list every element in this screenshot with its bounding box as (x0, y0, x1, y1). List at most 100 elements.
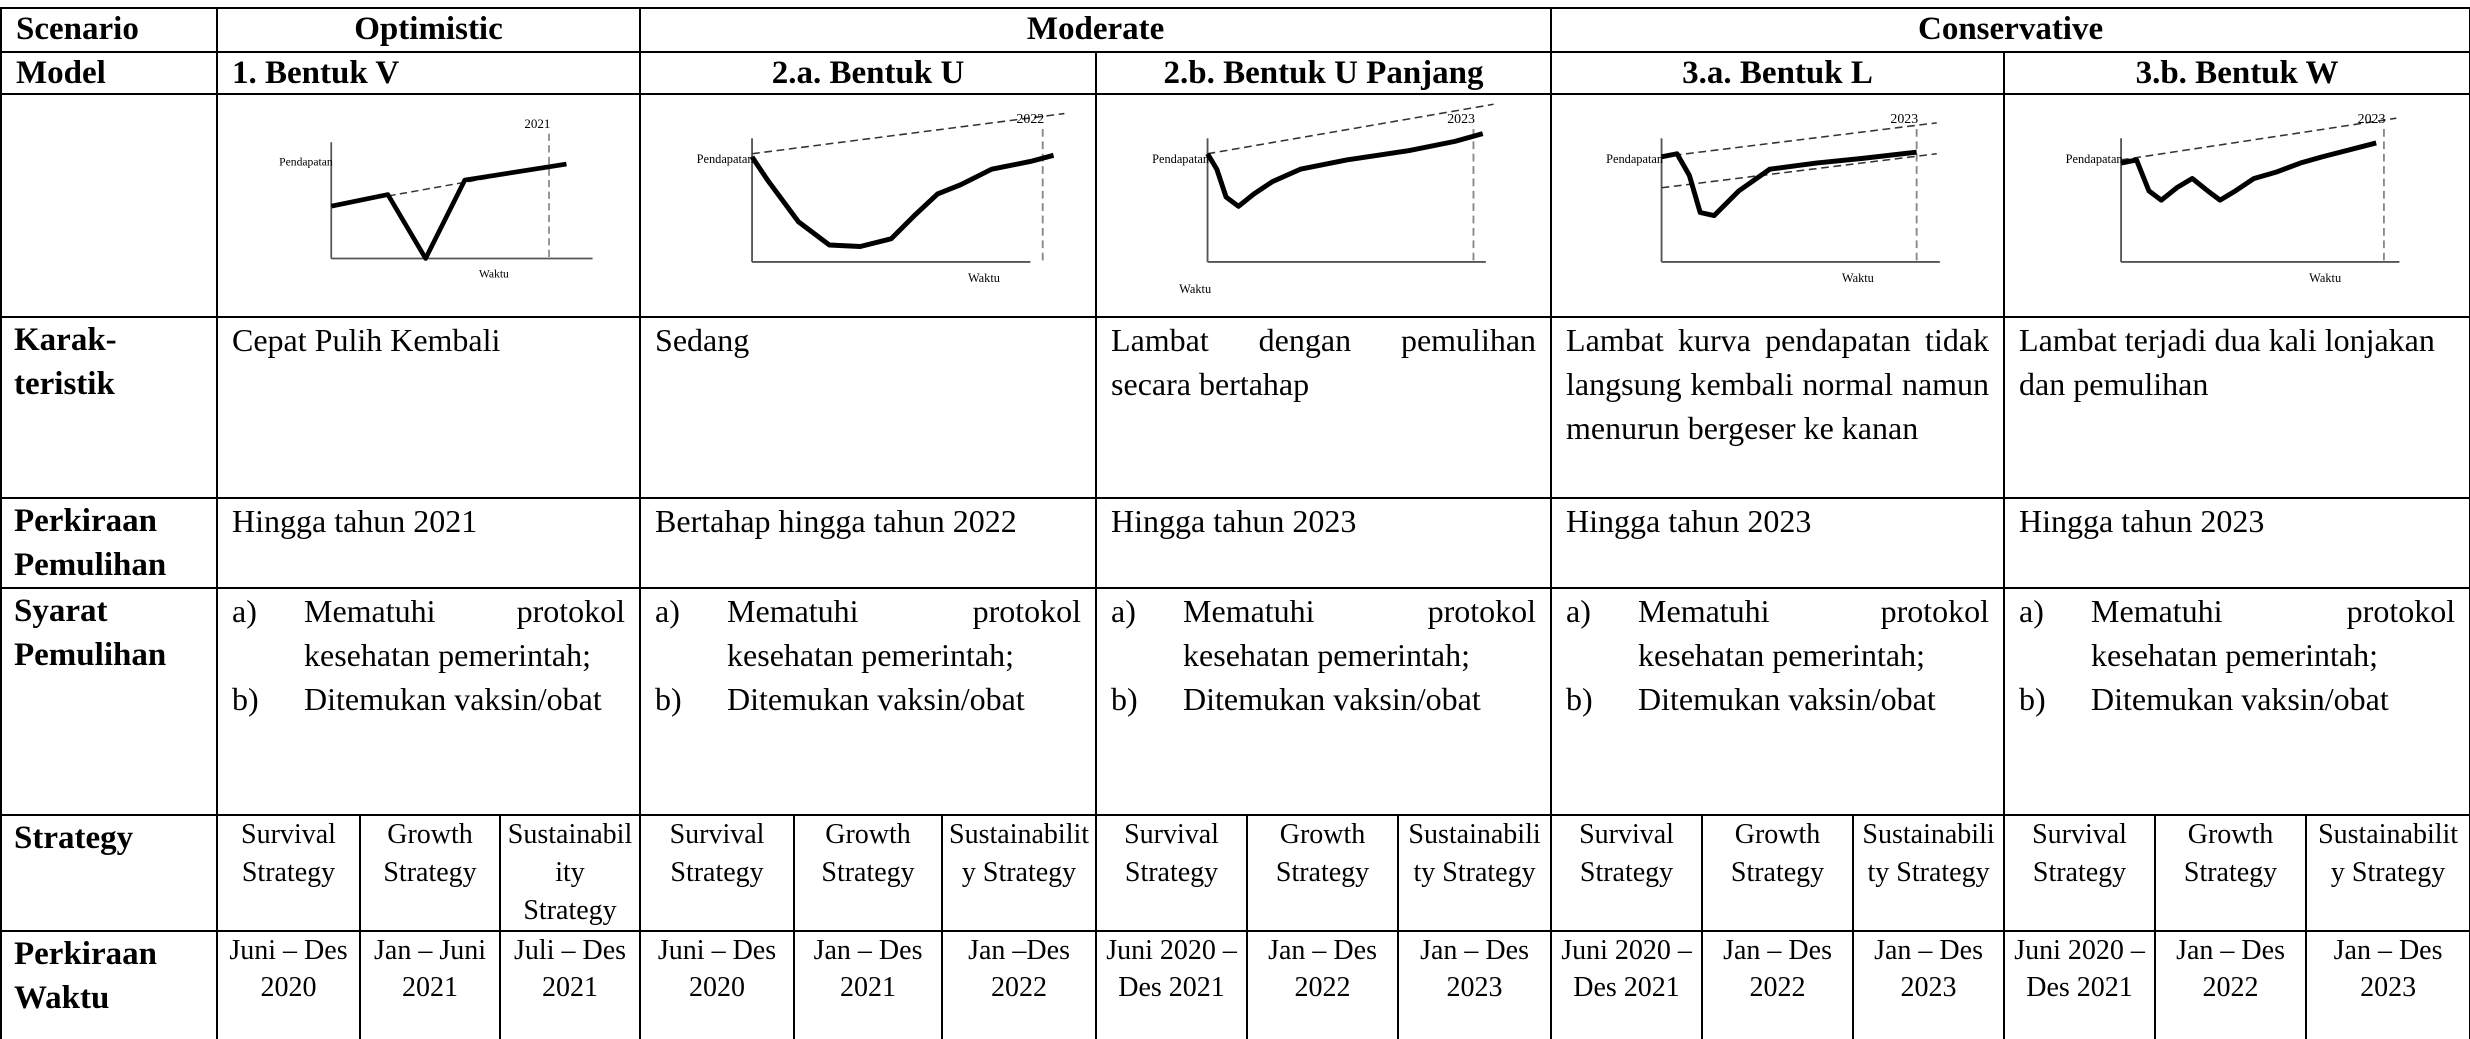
strategy-cell: Survival Strategy (2003, 814, 2157, 932)
list-item: b) Ditemukan vaksin/obat (2019, 677, 2455, 721)
model-cell: 3.a. Bentuk L (1550, 51, 2006, 95)
table-row: Model 1. Bentuk V 2.a. Bentuk U 2.b. Bentuk… (0, 51, 2470, 95)
trend-line (1661, 122, 1937, 158)
strategy-cell: Growth Strategy (359, 814, 501, 932)
model-cell: 1. Bentuk V (215, 51, 642, 95)
chart-cell: 2022 Pendapatan Waktu (639, 93, 1098, 318)
list-cell: a) Mematuhi protokol kesehatan pemerintah… (215, 587, 642, 816)
recovery-chart: 2023 Pendapatan Waktu (2066, 112, 2400, 285)
chart-y-label: Pendapatan (2066, 152, 2123, 166)
list-marker: b) (232, 681, 259, 717)
list-text: Mematuhi protokol kesehatan pemerintah; (2091, 593, 2456, 673)
chart-x-label: Waktu (1179, 282, 1211, 296)
time-cell: Juni 2020 – Des 2021 (1550, 930, 1704, 1039)
strategy-cell: Growth Strategy (793, 814, 944, 932)
recovery-chart: 2021 Pendapatan Waktu (279, 116, 593, 280)
text-cell: Hingga tahun 2023 (1550, 497, 2006, 589)
time-cell: Jan – Des 2023 (1852, 930, 2006, 1039)
list-text: Ditemukan vaksin/obat (1183, 681, 1481, 717)
strategy-cell: Survival Strategy (1550, 814, 1704, 932)
text-cell: Lambat terjadi dua kali lonjakan dan pem… (2003, 316, 2470, 499)
strategy-cell: Sustainability Strategy (1852, 814, 2006, 932)
list-text: Ditemukan vaksin/obat (1638, 681, 1936, 717)
text-cell: Cepat Pulih Kembali (215, 316, 642, 499)
row-label: Perkiraan Waktu (0, 930, 218, 1039)
table-row: Perkiraan Waktu Juni – Des 2020 Jan – Juni… (0, 930, 2470, 1039)
revenue-curve (1205, 131, 1484, 209)
recovery-chart: 2023 Pendapatan Waktu (1152, 103, 1494, 296)
scenario-cell: Moderate (639, 7, 1553, 53)
scenario-table: Scenario Optimistic Moderate Conservative Mo… (0, 7, 2470, 1039)
text-cell: Hingga tahun 2021 (215, 497, 642, 589)
header-cell: Scenario (0, 7, 218, 53)
chart-y-label: Pendapatan (697, 152, 754, 166)
time-cell: Jan – Des 2023 (1397, 930, 1553, 1039)
chart-x-label: Waktu (2309, 271, 2341, 285)
table-row: 2021 Pendapatan Waktu 2022 Pendapatan Waktu 20… (0, 93, 2470, 318)
time-cell: Jan – Des 2021 (793, 930, 944, 1039)
revenue-curve (1661, 149, 1917, 219)
revenue-curve (330, 161, 567, 261)
chart-x-label: Waktu (479, 267, 509, 280)
time-cell: Juni – Des 2020 (216, 930, 361, 1039)
list-text: Mematuhi protokol kesehatan pemerintah; (1183, 593, 1537, 673)
list-item: a) Mematuhi protokol kesehatan pemerintah… (1566, 590, 1990, 677)
model-cell: 2.a. Bentuk U (639, 51, 1098, 95)
scenario-cell: Optimistic (215, 7, 642, 53)
list-marker: a) (1111, 593, 1136, 629)
list-cell: a) Mematuhi protokol kesehatan pemerintah… (639, 587, 1098, 816)
list-marker: a) (232, 593, 257, 629)
model-cell: 2.b. Bentuk U Panjang (1095, 51, 1553, 95)
time-cell: Juni 2020 – Des 2021 (2003, 930, 2157, 1039)
time-cell: Juni 2020 – Des 2021 (1095, 930, 1249, 1039)
list-marker: b) (1566, 681, 1593, 717)
table-row: Strategy Survival Strategy Growth Strategy… (0, 814, 2470, 932)
row-label: Perkiraan Pemulihan (0, 497, 218, 589)
time-cell: Jan – Des 2023 (2305, 930, 2470, 1039)
strategy-cell: Growth Strategy (1701, 814, 1855, 932)
chart-x-label: Waktu (1842, 271, 1874, 285)
table-row: Perkiraan Pemulihan Hingga tahun 2021 Bert… (0, 497, 2470, 589)
time-cell: Juni – Des 2020 (639, 930, 796, 1039)
table-row: Karak-teristik Cepat Pulih Kembali Sedang L… (0, 316, 2470, 499)
strategy-cell: Survival Strategy (216, 814, 361, 932)
list-cell: a) Mematuhi protokol kesehatan pemerintah… (1550, 587, 2006, 816)
list-text: Ditemukan vaksin/obat (727, 681, 1025, 717)
text-cell: Sedang (639, 316, 1098, 499)
chart-cell: 2021 Pendapatan Waktu (215, 93, 642, 318)
list-marker: b) (1111, 681, 1138, 717)
time-cell: Jan – Des 2022 (2154, 930, 2308, 1039)
chart-year: 2023 (1447, 112, 1475, 127)
list-marker: b) (655, 681, 682, 717)
strategy-cell: Sustainability Strategy (2305, 814, 2470, 932)
list-item: b) Ditemukan vaksin/obat (1111, 677, 1536, 721)
model-cell: 3.b. Bentuk W (2003, 51, 2470, 95)
list-item: b) Ditemukan vaksin/obat (655, 677, 1081, 721)
list-item: b) Ditemukan vaksin/obat (1566, 677, 1989, 721)
strategy-cell: Sustainability Strategy (498, 814, 642, 932)
strategy-cell: Growth Strategy (2154, 814, 2308, 932)
strategy-cell: Sustainability Strategy (1397, 814, 1553, 932)
chart-y-label: Pendapatan (1152, 152, 1209, 166)
list-text: Mematuhi protokol kesehatan pemerintah; (1638, 593, 1990, 673)
chart-year: 2021 (524, 116, 550, 131)
list-item: a) Mematuhi protokol kesehatan pemerintah… (232, 590, 626, 677)
text-cell: Lambat dengan pemulihan secara bertahap (1095, 316, 1553, 499)
time-cell: Jan – Des 2022 (1701, 930, 1855, 1039)
list-text: Mematuhi protokol kesehatan pemerintah; (304, 593, 626, 673)
revenue-curve (750, 152, 1055, 249)
list-text: Mematuhi protokol kesehatan pemerintah; (727, 593, 1082, 673)
list-text: Ditemukan vaksin/obat (2091, 681, 2389, 717)
text-cell: Bertahap hingga tahun 2022 (639, 497, 1098, 589)
time-cell: Jan – Juni 2021 (359, 930, 501, 1039)
trend-line (2120, 117, 2397, 161)
list-marker: a) (1566, 593, 1591, 629)
chart-year: 2023 (2358, 112, 2386, 127)
chart-y-label: Pendapatan (279, 156, 333, 169)
strategy-cell: Survival Strategy (639, 814, 796, 932)
time-cell: Juli – Des 2021 (498, 930, 642, 1039)
text-cell: Hingga tahun 2023 (2003, 497, 2470, 589)
blank-cell (0, 93, 218, 318)
strategy-cell: Survival Strategy (1095, 814, 1249, 932)
list-text: Ditemukan vaksin/obat (304, 681, 602, 717)
